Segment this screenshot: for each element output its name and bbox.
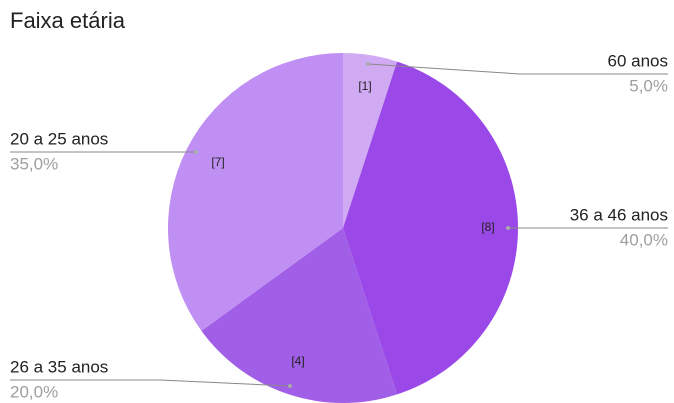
slice-count-label: [4] — [291, 354, 304, 368]
leader-dot — [288, 384, 292, 388]
leader-dot — [194, 150, 198, 154]
legend-label: 36 a 46 anos — [570, 205, 668, 224]
slice-count-label: [8] — [481, 220, 494, 234]
chart-title: Faixa etária — [10, 8, 126, 33]
slice-count-label: [7] — [211, 155, 224, 169]
pie-slice — [201, 228, 398, 403]
legend-label: 26 a 35 anos — [10, 357, 108, 376]
value-label: 20,0% — [10, 382, 58, 401]
legend-label: 60 anos — [608, 51, 669, 70]
value-label: 5,0% — [629, 76, 668, 95]
value-label: 35,0% — [10, 154, 58, 173]
legend-label: 20 a 25 anos — [10, 129, 108, 148]
pie-slice — [343, 53, 398, 228]
slice-count-label: [1] — [358, 79, 371, 93]
leader-dot — [366, 62, 370, 66]
pie-slice — [168, 53, 343, 331]
leader-dot — [506, 226, 510, 230]
value-label: 40,0% — [620, 230, 668, 249]
leader-line — [10, 379, 291, 387]
leader-line — [367, 63, 668, 75]
pie-slice — [343, 61, 518, 395]
